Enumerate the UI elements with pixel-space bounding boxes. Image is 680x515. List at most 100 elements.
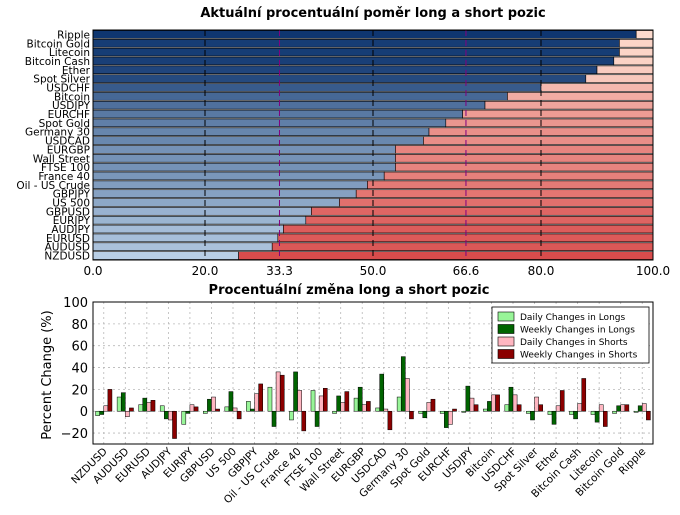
change-bar <box>646 410 651 421</box>
short-bar-usdjpy <box>484 100 654 110</box>
top-category-label: AUDJPY <box>51 224 90 236</box>
change-bar <box>224 406 230 412</box>
top-category-label: USDJPY <box>52 100 91 112</box>
short-bar-spot-silver <box>585 74 654 83</box>
change-bar <box>340 402 346 412</box>
short-bar-us-500 <box>339 198 654 207</box>
change-bar <box>491 394 496 412</box>
change-bar <box>107 389 113 412</box>
short-bar-eurgbp <box>395 145 654 154</box>
bottom-chart-bars <box>95 356 651 439</box>
change-bar <box>469 397 475 412</box>
change-bar <box>534 396 539 412</box>
change-bar <box>512 394 518 412</box>
bottom-y-tick-label: 40 <box>71 362 88 377</box>
long-bar-eurjpy <box>92 215 307 225</box>
change-bar <box>215 408 220 412</box>
change-bar <box>236 410 242 420</box>
change-bar <box>573 410 578 420</box>
change-bar <box>375 407 380 412</box>
change-bar <box>103 405 109 412</box>
change-bar <box>633 410 639 413</box>
bottom-chart-y-axis-label: Percent Change (%) <box>40 310 55 439</box>
change-bar <box>641 403 647 412</box>
long-bar-bitcoin-gold <box>92 39 620 48</box>
change-bar <box>142 397 148 412</box>
legend-box <box>491 306 650 364</box>
long-bar-spot-silver <box>92 74 587 83</box>
change-bar <box>211 396 216 412</box>
change-bar <box>332 410 337 414</box>
change-bar <box>185 410 191 414</box>
bottom-y-tick-label: 60 <box>71 340 88 355</box>
top-category-label: USDCAD <box>45 136 90 148</box>
long-bar-ether <box>92 65 598 75</box>
legend-swatch <box>497 311 515 322</box>
long-bar-usdcad <box>92 136 424 145</box>
legend-entry-label: Weekly Changes in Shorts <box>520 351 638 361</box>
short-bar-bitcoin <box>507 92 654 101</box>
change-bar <box>624 404 630 412</box>
change-bar <box>116 396 122 412</box>
long-bar-eurchf <box>92 109 463 119</box>
long-bar-bitcoin <box>92 92 508 101</box>
change-bar <box>159 405 165 412</box>
short-bar-bitcoin-gold <box>619 39 654 48</box>
legend-swatch <box>497 324 515 334</box>
change-bar <box>275 371 281 412</box>
change-bar <box>271 410 277 427</box>
top-category-label: Germany 30 <box>25 127 90 139</box>
bottom-chart-legend: Daily Changes in Longs Weekly Changes in … <box>491 306 650 364</box>
top-category-label: Bitcoin Gold <box>27 38 91 50</box>
change-bar <box>95 410 100 416</box>
change-bar <box>444 410 449 428</box>
short-bar-eurusd <box>277 233 654 243</box>
long-bar-eurgbp <box>92 145 396 154</box>
change-bar <box>409 410 414 420</box>
top-x-tick-label: 33.3 <box>266 264 293 278</box>
change-bar <box>495 394 500 412</box>
change-bar <box>301 410 307 432</box>
change-bar <box>361 404 367 412</box>
change-bar <box>400 356 406 412</box>
change-bar <box>207 398 212 412</box>
top-chart-grid <box>204 30 542 260</box>
short-bar-litecoin <box>619 47 654 57</box>
top-x-tick-label: 0.0 <box>83 264 102 278</box>
change-bar <box>138 404 144 412</box>
change-bar <box>297 390 302 412</box>
change-bar <box>426 402 432 412</box>
change-bar <box>193 406 199 412</box>
change-bar <box>526 410 531 414</box>
change-bar <box>538 404 543 412</box>
change-bar <box>473 404 479 412</box>
change-bar <box>504 404 510 412</box>
top-category-label: Wall Street <box>33 153 90 165</box>
change-bar <box>232 407 238 412</box>
change-bar <box>181 410 187 425</box>
change-bar <box>344 391 350 412</box>
short-bar-gbpjpy <box>355 189 654 198</box>
change-bar <box>508 386 514 412</box>
change-bar <box>250 408 255 412</box>
change-bar <box>487 401 492 412</box>
change-bar <box>279 374 285 412</box>
change-bar <box>258 383 263 412</box>
bottom-y-tick-label: 20 <box>71 383 88 398</box>
long-bar-ripple <box>92 30 637 39</box>
change-bar <box>322 388 328 412</box>
change-bar <box>254 393 259 412</box>
top-category-label: EURJPY <box>53 215 91 227</box>
change-bar <box>555 405 561 412</box>
bottom-chart-y-ticks: −20 0 20 40 60 80 100 <box>61 296 88 442</box>
change-bar <box>516 404 522 412</box>
change-bar <box>203 410 208 414</box>
short-bar-wall-street <box>395 154 654 163</box>
change-bar <box>418 410 424 414</box>
top-category-label: EURCHF <box>48 109 90 121</box>
change-bar <box>310 390 316 412</box>
long-bar-bitcoin-cash <box>92 56 615 66</box>
change-bar <box>452 408 457 412</box>
long-bar-gbpjpy <box>92 189 357 198</box>
bottom-y-tick-label: 0 <box>80 405 88 420</box>
